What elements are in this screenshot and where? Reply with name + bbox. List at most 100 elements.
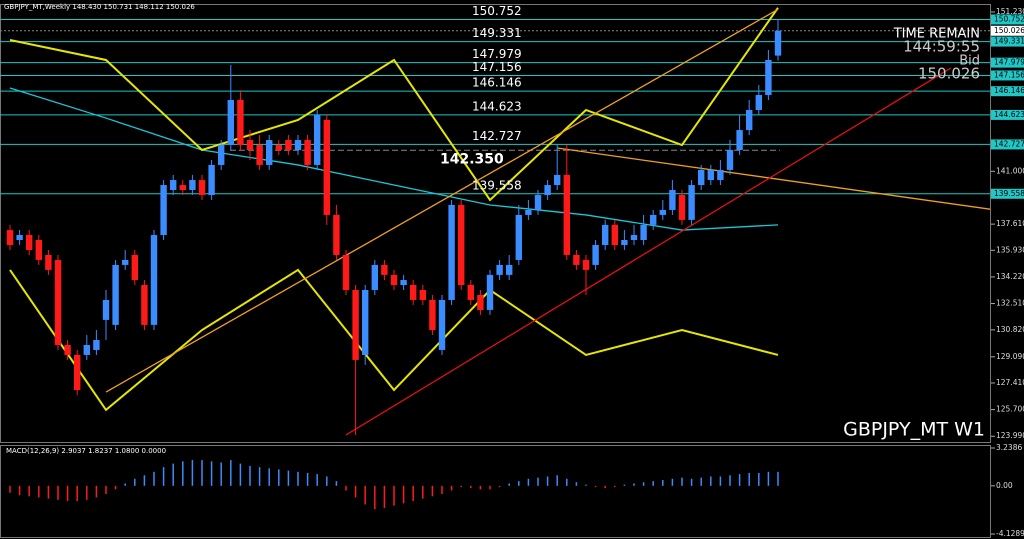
level-box <box>991 109 1024 120</box>
level-label: 142.727 <box>472 129 522 143</box>
candle-body <box>765 59 772 96</box>
candle-body <box>150 235 158 325</box>
candle-body <box>54 259 62 345</box>
indicator-line <box>9 7 779 202</box>
candle-body <box>410 285 417 300</box>
candle-body <box>746 109 753 131</box>
candle-body <box>227 100 234 146</box>
candle-body <box>707 169 714 181</box>
annotation-label: 142.350 <box>440 151 504 167</box>
candle-body <box>131 254 138 281</box>
candle-body <box>35 240 42 260</box>
candle-body <box>669 190 676 210</box>
level-box-label: 144.623 <box>994 110 1024 119</box>
candle-body <box>640 224 647 241</box>
candle-body <box>83 344 90 355</box>
candle-body <box>381 264 388 275</box>
level-label: 147.156 <box>472 60 522 74</box>
level-box-label: 147.156 <box>994 70 1024 79</box>
level-label: 139.558 <box>472 178 522 192</box>
watermark: GBPJPY_MT W1 <box>843 419 985 441</box>
level-box <box>991 86 1024 97</box>
candle-body <box>189 180 196 191</box>
level-box <box>991 57 1024 68</box>
time-label: TIME REMAIN <box>893 27 980 42</box>
candle-body <box>141 285 148 325</box>
macd-tick-label: 0.00 <box>996 481 1013 490</box>
candle-body <box>717 169 724 181</box>
y-tick-label: 141.000 <box>996 166 1024 175</box>
candle-body <box>208 164 215 195</box>
candle-body <box>122 259 129 265</box>
indicator-line <box>105 8 779 393</box>
candle-body <box>419 290 426 300</box>
macd-tick-label: -4.1289 <box>996 529 1024 538</box>
candle-body <box>554 174 561 186</box>
candle-body <box>179 185 186 191</box>
bid-value: 150.026 <box>918 65 980 83</box>
candle-body <box>74 354 81 390</box>
candle-body <box>112 264 119 325</box>
candle-body <box>467 285 474 300</box>
candle-body <box>246 140 254 150</box>
candle-body <box>544 185 551 195</box>
candle-body <box>160 185 167 236</box>
candle-body <box>352 290 359 360</box>
candle-body <box>698 169 705 186</box>
level-box <box>991 188 1024 199</box>
candle-body <box>621 240 628 245</box>
candle-body <box>218 145 225 165</box>
candle-body <box>323 119 330 215</box>
macd-area <box>9 460 779 510</box>
candle-body <box>592 244 599 265</box>
y-tick-label: 151.230 <box>996 7 1024 16</box>
y-tick-label: 127.410 <box>996 378 1024 387</box>
indicator-line <box>9 87 779 231</box>
candle-body <box>64 344 71 355</box>
level-box <box>991 14 1024 25</box>
candle-body <box>45 254 52 270</box>
plot-area <box>0 7 990 436</box>
candle-body <box>726 149 734 170</box>
candle-body <box>198 180 206 195</box>
candle-body <box>458 204 465 286</box>
candle-body <box>93 339 100 350</box>
candle-body <box>342 254 350 290</box>
y-tick-label: 123.990 <box>996 431 1024 440</box>
level-label: 150.752 <box>472 4 522 18</box>
macd-frame <box>0 445 991 538</box>
y-tick-label: 125.700 <box>996 405 1024 414</box>
candle-body <box>438 299 446 350</box>
candle-body <box>6 230 14 245</box>
level-label: 149.331 <box>472 26 522 40</box>
candle-body <box>678 195 686 220</box>
main-frame <box>0 4 991 443</box>
chart-title: GBPJPY_MT,Weekly 148.430 150.731 148.112… <box>4 3 195 11</box>
y-tick-label: 130.820 <box>996 325 1024 334</box>
level-box-label: 150.752 <box>994 14 1024 23</box>
candle-body <box>371 264 378 290</box>
y-tick-label: 134.220 <box>996 272 1024 281</box>
candle-body <box>582 259 590 270</box>
y-tick-label: 132.510 <box>996 299 1024 308</box>
candle-body <box>563 174 570 255</box>
macd-label: MACD(12,26,9) 2.9037 1.8237 1.0800 0.000… <box>6 447 166 455</box>
current-price-box <box>991 25 1024 36</box>
candle-body <box>755 95 762 110</box>
level-label: 146.146 <box>472 76 522 90</box>
candle-body <box>611 224 618 245</box>
candle-body <box>688 185 695 220</box>
candle-body <box>400 280 407 286</box>
current-price-label: 150.026 <box>994 26 1024 35</box>
candle-body <box>314 114 321 165</box>
bid-label: Bid <box>959 54 980 69</box>
macd-tick-label: 3.2386 <box>996 443 1022 452</box>
level-box-label: 149.331 <box>994 37 1024 46</box>
level-label: 144.623 <box>472 99 522 113</box>
candle-body <box>477 294 484 310</box>
time-value: 144:59:55 <box>903 38 980 56</box>
candle-body <box>237 100 244 146</box>
indicator-line <box>9 268 779 412</box>
level-box <box>991 36 1024 47</box>
